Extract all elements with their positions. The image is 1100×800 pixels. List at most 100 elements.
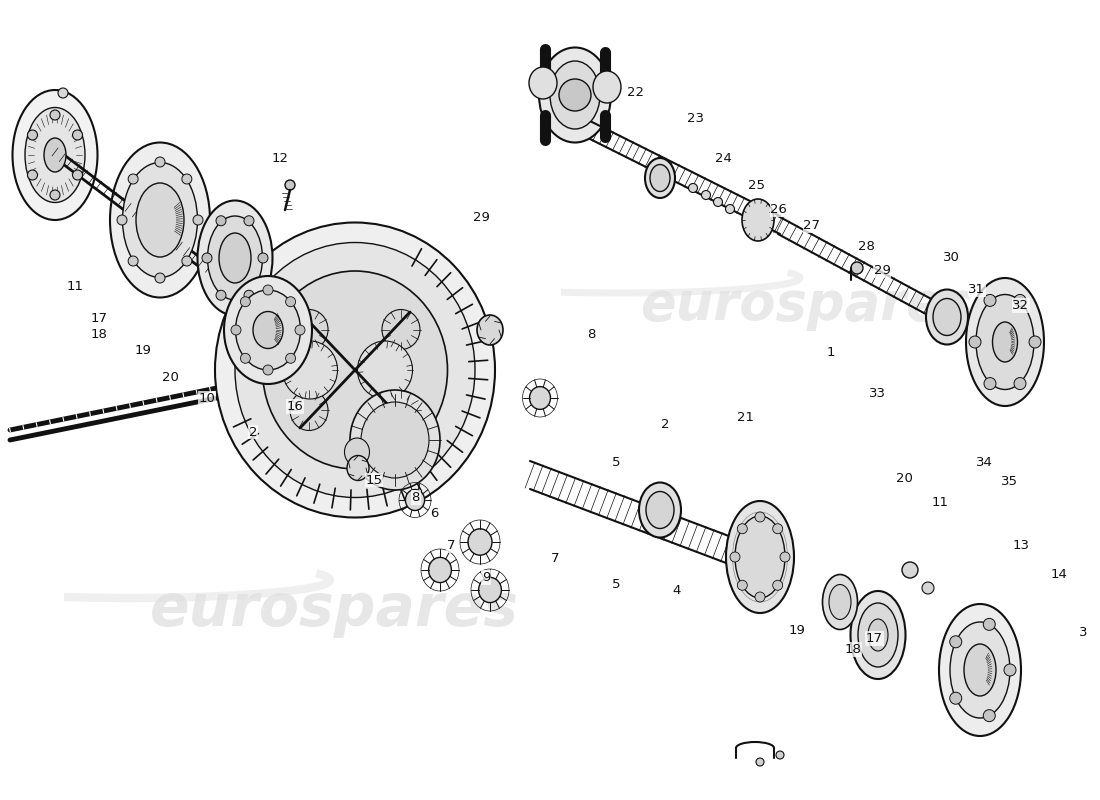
Ellipse shape [406, 490, 425, 510]
Circle shape [286, 297, 296, 306]
Text: 25: 25 [748, 179, 766, 192]
Circle shape [949, 692, 961, 704]
Text: 18: 18 [844, 643, 861, 656]
Circle shape [241, 354, 251, 363]
Ellipse shape [253, 311, 283, 349]
Ellipse shape [219, 233, 251, 283]
Text: 27: 27 [803, 219, 821, 232]
Ellipse shape [290, 310, 328, 350]
Circle shape [984, 294, 996, 306]
Circle shape [241, 297, 251, 306]
Text: 9: 9 [482, 571, 491, 584]
Ellipse shape [742, 199, 774, 241]
Circle shape [1028, 336, 1041, 348]
Text: 17: 17 [866, 632, 883, 645]
Ellipse shape [198, 201, 273, 315]
Circle shape [702, 190, 711, 199]
Ellipse shape [214, 222, 495, 518]
Ellipse shape [829, 585, 851, 619]
Text: 24: 24 [715, 152, 733, 165]
Ellipse shape [25, 107, 85, 202]
Circle shape [737, 524, 747, 534]
Text: 33: 33 [869, 387, 887, 400]
Ellipse shape [639, 482, 681, 538]
Circle shape [983, 618, 996, 630]
Ellipse shape [964, 644, 996, 696]
Ellipse shape [208, 216, 263, 300]
Circle shape [1014, 378, 1026, 390]
Text: 10: 10 [198, 392, 216, 405]
Text: 21: 21 [737, 411, 755, 424]
Text: 23: 23 [686, 112, 704, 125]
Text: 5: 5 [612, 456, 620, 469]
Ellipse shape [850, 591, 905, 679]
Text: 1: 1 [826, 346, 835, 358]
Circle shape [730, 552, 740, 562]
Circle shape [50, 190, 60, 200]
Ellipse shape [382, 390, 420, 430]
Circle shape [285, 180, 295, 190]
Text: 11: 11 [66, 280, 84, 293]
Ellipse shape [110, 142, 210, 298]
Circle shape [202, 253, 212, 263]
Ellipse shape [823, 574, 858, 630]
Text: 30: 30 [943, 251, 960, 264]
Circle shape [128, 256, 139, 266]
Circle shape [714, 198, 723, 206]
Circle shape [258, 253, 268, 263]
Ellipse shape [593, 71, 622, 103]
Circle shape [737, 580, 747, 590]
Text: 7: 7 [447, 539, 455, 552]
Ellipse shape [350, 390, 440, 490]
Ellipse shape [858, 603, 898, 667]
Circle shape [155, 157, 165, 167]
Circle shape [128, 174, 139, 184]
Ellipse shape [344, 438, 370, 466]
Text: 8: 8 [587, 328, 596, 341]
Circle shape [182, 256, 191, 266]
Ellipse shape [726, 501, 794, 613]
Ellipse shape [12, 90, 98, 220]
Circle shape [983, 710, 996, 722]
Ellipse shape [224, 276, 312, 384]
Circle shape [755, 592, 764, 602]
Circle shape [216, 216, 225, 226]
Circle shape [192, 215, 204, 225]
Circle shape [244, 216, 254, 226]
Text: 7: 7 [551, 552, 560, 565]
Ellipse shape [429, 558, 451, 582]
Ellipse shape [468, 529, 492, 555]
Ellipse shape [926, 290, 968, 345]
Ellipse shape [136, 183, 184, 257]
Ellipse shape [478, 578, 502, 602]
Circle shape [922, 582, 934, 594]
Circle shape [295, 325, 305, 335]
Circle shape [117, 215, 126, 225]
Text: 20: 20 [895, 472, 913, 485]
Circle shape [73, 130, 82, 140]
Circle shape [263, 285, 273, 295]
Circle shape [969, 336, 981, 348]
Ellipse shape [735, 516, 785, 598]
Ellipse shape [235, 242, 475, 498]
Ellipse shape [346, 455, 368, 481]
Ellipse shape [966, 278, 1044, 406]
Circle shape [1014, 294, 1026, 306]
Circle shape [902, 562, 918, 578]
Ellipse shape [992, 322, 1018, 362]
Circle shape [73, 170, 82, 180]
Ellipse shape [290, 390, 328, 430]
Text: 16: 16 [286, 400, 304, 413]
Circle shape [780, 552, 790, 562]
Text: 8: 8 [411, 491, 420, 504]
Text: 19: 19 [134, 344, 152, 357]
Circle shape [58, 88, 68, 98]
Circle shape [28, 170, 37, 180]
Circle shape [984, 378, 996, 390]
Text: 32: 32 [1012, 299, 1030, 312]
Text: 5: 5 [612, 578, 620, 590]
Ellipse shape [122, 162, 198, 278]
Circle shape [244, 290, 254, 300]
Text: 20: 20 [162, 371, 179, 384]
Text: 29: 29 [873, 264, 891, 277]
